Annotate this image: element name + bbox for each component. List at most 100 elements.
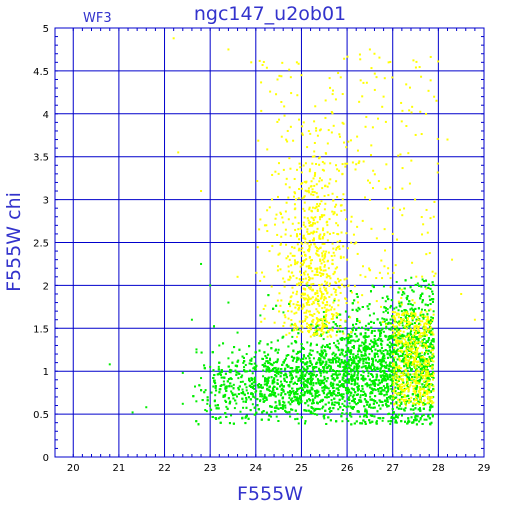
data-point (368, 303, 371, 306)
data-point (272, 368, 275, 371)
data-point (417, 337, 420, 340)
data-point (334, 323, 337, 326)
data-point (363, 336, 366, 339)
data-point (333, 373, 336, 376)
data-point (403, 387, 406, 390)
data-point (419, 297, 422, 300)
data-point (317, 324, 320, 327)
data-point (291, 387, 294, 390)
data-point (329, 383, 332, 386)
data-point (315, 407, 318, 410)
data-point (276, 379, 279, 382)
data-point (331, 373, 334, 376)
data-point (389, 328, 392, 331)
data-point (395, 396, 398, 399)
data-point (362, 390, 365, 393)
data-point (379, 387, 382, 390)
data-point (372, 383, 375, 386)
data-point (403, 365, 406, 368)
data-point (399, 354, 402, 357)
data-point (397, 355, 400, 358)
data-point (318, 367, 321, 370)
data-point (311, 402, 314, 405)
data-point (325, 360, 328, 363)
data-point (330, 367, 333, 370)
data-point (251, 393, 254, 396)
data-point (321, 398, 324, 401)
data-point (304, 402, 307, 405)
data-point (422, 317, 425, 320)
data-point (432, 347, 435, 350)
data-point (237, 388, 240, 391)
data-point (389, 385, 392, 388)
data-point (299, 376, 302, 379)
data-point (368, 403, 371, 406)
data-point (273, 367, 276, 370)
data-point (378, 392, 381, 395)
data-point (284, 404, 287, 407)
data-point (306, 391, 309, 394)
data-point (355, 355, 358, 358)
data-point (313, 409, 316, 412)
data-point (276, 387, 279, 390)
data-point (370, 380, 373, 383)
data-point (306, 367, 309, 370)
data-point (407, 364, 410, 367)
data-point (368, 384, 371, 387)
data-point (334, 401, 337, 404)
data-point (296, 388, 299, 391)
data-point (431, 415, 434, 418)
data-point (362, 365, 365, 368)
data-point (412, 314, 415, 317)
data-point (343, 359, 346, 362)
data-point (260, 418, 263, 421)
data-point (262, 369, 265, 372)
data-point (389, 350, 392, 353)
data-point (336, 330, 339, 333)
data-point (275, 369, 278, 372)
data-point (286, 391, 289, 394)
data-point (384, 300, 387, 303)
data-point (259, 386, 262, 389)
data-point (360, 344, 363, 347)
data-point (426, 369, 429, 372)
data-point (367, 362, 370, 365)
data-point (304, 374, 307, 377)
data-point (430, 330, 433, 333)
data-point (219, 373, 222, 376)
data-point (294, 409, 297, 412)
data-point (333, 404, 336, 407)
data-point (415, 370, 418, 373)
data-point (341, 383, 344, 386)
data-point (294, 398, 297, 401)
data-point (218, 361, 221, 364)
data-point (427, 339, 430, 342)
data-point (421, 415, 424, 418)
data-point (394, 328, 397, 331)
data-point (432, 355, 435, 358)
data-point (324, 370, 327, 373)
data-point (368, 419, 371, 422)
data-point (277, 420, 280, 423)
data-point (351, 400, 354, 403)
data-point (342, 393, 345, 396)
data-point (421, 278, 424, 281)
data-point (406, 400, 409, 403)
data-point (335, 394, 338, 397)
data-point (303, 391, 306, 394)
data-point (413, 376, 416, 379)
data-point (364, 383, 367, 386)
data-point (367, 322, 370, 325)
data-point (409, 286, 412, 289)
data-point (429, 287, 432, 290)
data-point (383, 379, 386, 382)
data-point (276, 383, 279, 386)
data-point (235, 373, 238, 376)
data-point (303, 355, 306, 358)
data-point (312, 368, 315, 371)
data-point (352, 361, 355, 364)
data-point (297, 403, 300, 406)
data-point (255, 389, 258, 392)
data-point (290, 408, 293, 411)
data-point (382, 385, 385, 388)
